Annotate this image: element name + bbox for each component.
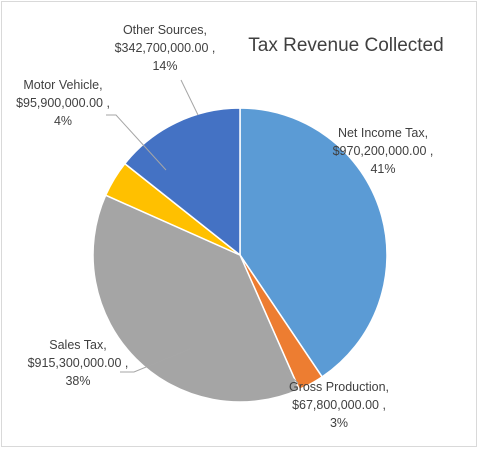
chart-title: Tax Revenue Collected [248,35,443,56]
label-value: $67,800,000.00 , [292,398,386,412]
pie-slices [92,107,388,403]
label-percent: 3% [330,416,348,430]
data-labels: Net Income Tax, $970,200,000.00 , 41% Gross… [16,23,433,430]
data-label-sales-tax: Sales Tax, $915,300,000.00 , 38% [28,338,129,388]
label-value: $342,700,000.00 , [115,41,216,55]
data-label-net-income-tax: Net Income Tax, $970,200,000.00 , 41% [333,126,434,176]
label-percent: 4% [54,114,72,128]
data-label-other-sources: Other Sources, $342,700,000.00 , 14% [115,23,216,73]
data-label-motor-vehicle: Motor Vehicle, $95,900,000.00 , 4% [16,78,110,128]
pie-slice-net-income-tax [239,107,388,378]
pie-slice-sales-tax [92,194,301,403]
leader-line-gross-production [285,371,299,384]
label-value: $970,200,000.00 , [333,144,434,158]
label-value: $915,300,000.00 , [28,356,129,370]
label-category: Motor Vehicle, [23,78,102,92]
label-category: Net Income Tax, [338,126,428,140]
label-category: Sales Tax, [49,338,106,352]
label-value: $95,900,000.00 , [16,96,110,110]
leader-lines [106,79,299,384]
label-percent: 14% [152,59,177,73]
label-percent: 38% [65,374,90,388]
pie-slice-other-sources [123,107,241,257]
leader-line-sales-tax [120,348,191,373]
leader-line-motor-vehicle [106,114,167,171]
data-label-gross-production: Gross Production, $67,800,000.00 , 3% [289,380,389,430]
leader-line-other-sources [180,79,199,116]
label-category: Other Sources, [123,23,207,37]
label-percent: 41% [370,162,395,176]
label-category: Gross Production, [289,380,389,394]
